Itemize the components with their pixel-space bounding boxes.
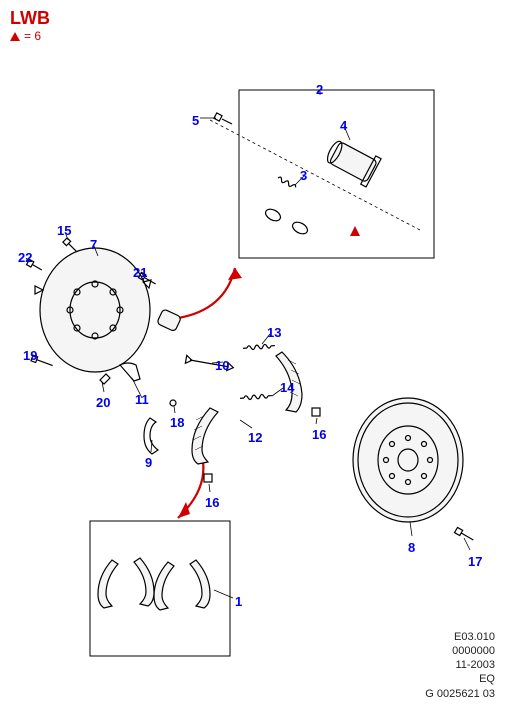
detail-frame-top [239, 90, 434, 258]
diagram-canvas [0, 0, 507, 711]
part-brake-drum [353, 398, 463, 522]
callout-12: 12 [248, 430, 262, 445]
part-bolt-17 [455, 527, 475, 542]
part-spring-cyl [277, 176, 297, 189]
part-retainer-16b [312, 408, 320, 416]
part-spring-13 [243, 344, 275, 351]
footer: E03.010 0000000 11-2003 EQ G 0025621 03 [425, 630, 495, 701]
part-cups [264, 207, 310, 236]
callout-5: 5 [192, 113, 199, 128]
callout-4: 4 [340, 118, 347, 133]
part-lever [120, 363, 140, 381]
footer-line1: E03.010 [425, 630, 495, 644]
part-wheel-cylinder [323, 136, 381, 187]
callout-13: 13 [267, 325, 281, 340]
callout-18: 18 [170, 415, 184, 430]
part-cyl-small [157, 309, 182, 332]
part-pin-18 [170, 400, 176, 406]
callout-19: 19 [23, 348, 37, 363]
axis-line-top [210, 120, 420, 230]
part-bolt-15 [63, 238, 79, 254]
part-20 [100, 374, 110, 384]
part-shoe-set [98, 558, 210, 610]
part-retainer-16a [204, 474, 212, 482]
footer-line4: EQ [425, 672, 495, 686]
callout-9: 9 [145, 455, 152, 470]
part-spring-14 [240, 394, 272, 401]
callout-2: 2 [316, 82, 323, 97]
triangle-marker [350, 226, 360, 236]
callout-7: 7 [90, 237, 97, 252]
callout-17: 17 [468, 554, 482, 569]
callout-10: 10 [215, 358, 229, 373]
callout-20: 20 [96, 395, 110, 410]
footer-line2: 0000000 [425, 644, 495, 658]
callout-16b: 16 [312, 427, 326, 442]
footer-line3: 11-2003 [425, 658, 495, 672]
arrow-to-top-detail [178, 268, 235, 318]
callout-14: 14 [280, 380, 294, 395]
callout-3: 3 [300, 168, 307, 183]
callout-8: 8 [408, 540, 415, 555]
part-shoe-left [192, 408, 218, 464]
callout-15: 15 [57, 223, 71, 238]
footer-line5: G 0025621 03 [425, 687, 495, 701]
callout-22: 22 [18, 250, 32, 265]
callout-1: 1 [235, 594, 242, 609]
callout-11: 11 [135, 392, 149, 407]
callout-16a: 16 [205, 495, 219, 510]
part-bleed-screw [214, 113, 232, 124]
callout-21: 21 [133, 265, 147, 280]
